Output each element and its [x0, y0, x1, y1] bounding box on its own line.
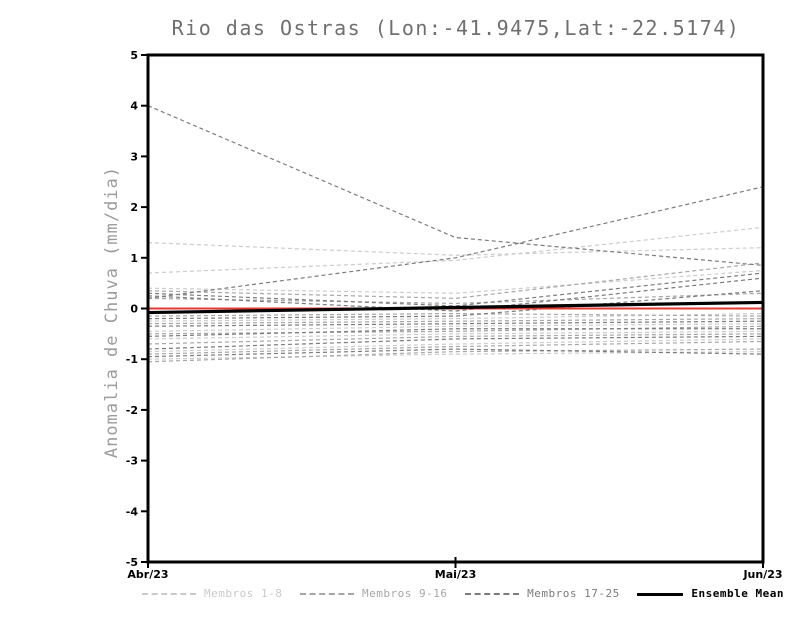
chart-title: Rio das Ostras (Lon:-41.9475,Lat:-22.517… [171, 16, 741, 40]
legend-label: Membros 9-16 [362, 587, 448, 600]
dashed-line-sample-light [142, 593, 196, 595]
member-line-membro-3 [147, 269, 764, 294]
legend-item-membros-9-16: Membros 9-16 [300, 586, 447, 602]
legend-item-ensemble-mean: Ensemble Mean [637, 586, 784, 602]
member-line-membro-25 [147, 348, 764, 358]
legend-label: Ensemble Mean [691, 587, 784, 600]
legend-item-membros-17-25: Membros 17-25 [465, 586, 620, 602]
member-line-membro-7 [147, 338, 764, 353]
member-line-membro-8 [147, 350, 764, 360]
member-line-membro-5 [147, 323, 764, 332]
legend-label: Membros 1-8 [204, 587, 283, 600]
legend: Membros 1-8 Membros 9-16 Membros 17-25 E… [142, 586, 784, 602]
member-line-membro-13 [147, 325, 764, 335]
ensemble-mean-line [147, 300, 764, 315]
member-line-membro-1 [147, 241, 764, 256]
member-line-membro-10 [147, 292, 764, 305]
member-line-membro-19 [147, 272, 764, 307]
member-line-membro-2 [147, 226, 764, 274]
member-line-membro-12 [147, 318, 764, 325]
x-tick-label: Jun/23 [742, 568, 782, 581]
member-line-membro-17 [147, 105, 764, 267]
y-tick-label: -3 [126, 455, 138, 468]
member-line-membro-20 [147, 277, 764, 312]
solid-line-sample-mean [637, 592, 684, 596]
y-tick-label: -2 [126, 404, 138, 417]
member-line-membro-23 [147, 328, 763, 337]
member-line-membro-16 [147, 348, 764, 363]
member-line-membro-21 [147, 290, 764, 320]
y-tick-label: 1 [130, 252, 138, 265]
member-line-membro-15 [147, 340, 764, 355]
legend-item-membros-1-8: Membros 1-8 [142, 586, 282, 602]
x-tick-label: Mai/23 [435, 568, 476, 581]
y-tick-label: 2 [130, 201, 138, 214]
y-tick-label: -4 [126, 505, 139, 518]
member-line-membro-24 [147, 335, 764, 350]
member-line-membro-22 [147, 320, 764, 327]
y-tick-label: 0 [130, 303, 138, 316]
member-line-membro-18 [147, 186, 764, 299]
member-line-membro-14 [147, 333, 764, 345]
y-tick-label: 3 [130, 150, 138, 163]
member-line-membro-9 [147, 262, 764, 299]
member-line-membro-11 [147, 312, 764, 317]
y-tick-label: -5 [126, 556, 138, 569]
dashed-line-sample-medium [300, 593, 355, 595]
dashed-line-sample-dark [465, 593, 520, 595]
member-line-membro-6 [147, 330, 764, 340]
y-tick-label: 4 [130, 100, 138, 113]
y-tick-label: -1 [126, 353, 138, 366]
x-tick-label: Abr/23 [127, 568, 168, 581]
y-tick-label: 5 [130, 49, 138, 62]
legend-label: Membros 17-25 [527, 587, 620, 600]
